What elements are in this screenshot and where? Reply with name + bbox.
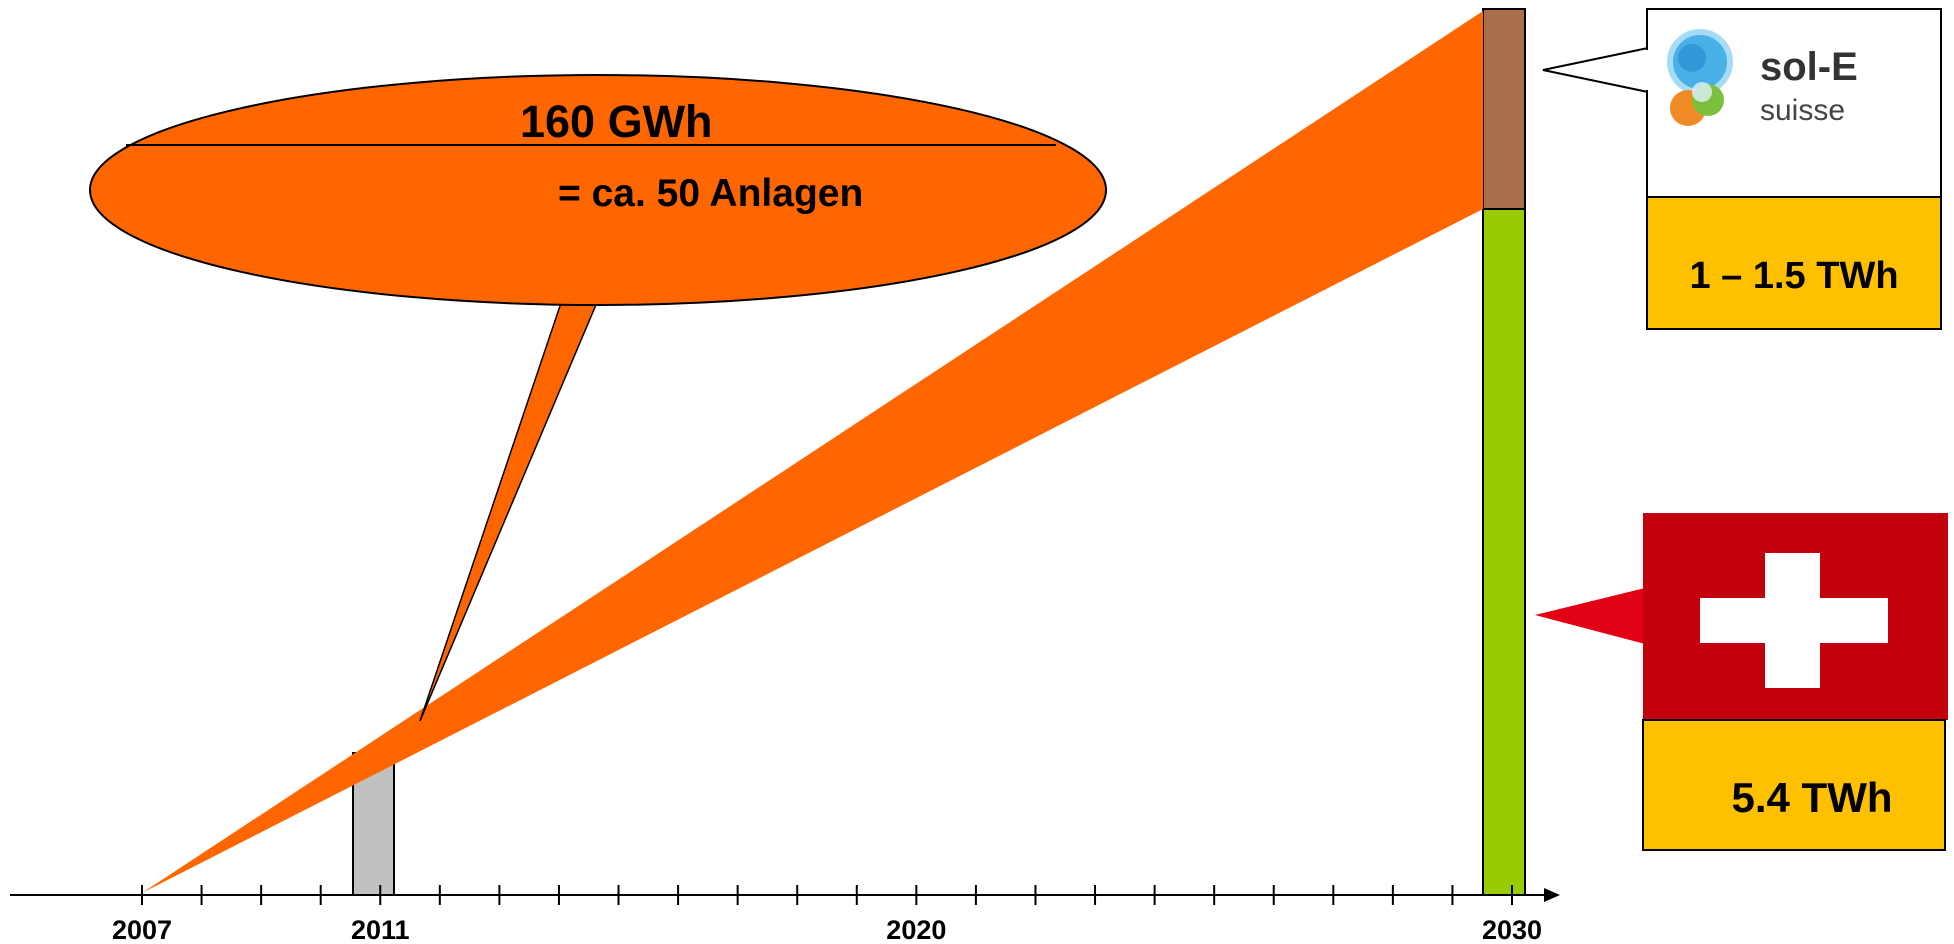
callout-ellipse: [89, 74, 1107, 306]
swiss-panel: 5.4 TWh: [1535, 513, 1948, 851]
sol-e-logo-icon: [1667, 29, 1733, 126]
swiss-pointer: [1535, 588, 1645, 644]
sol-e-logo-subtitle: suisse: [1760, 94, 1845, 127]
axis-year-labels: 2007 2011 2020 2030: [112, 915, 1542, 944]
axis-ticks: [141, 885, 1513, 905]
axis-arrowhead: [1544, 888, 1560, 902]
year-label-2007: 2007: [112, 915, 172, 944]
time-axis: 2007 2011 2020 2030: [10, 885, 1560, 944]
sol-e-pointer: [1542, 46, 1649, 94]
bar-2030-brown: [1482, 8, 1526, 210]
swiss-value-text: 5.4 TWh: [1731, 774, 1892, 821]
sol-e-value-text: 1 – 1.5 TWh: [1689, 255, 1898, 297]
sol-e-value-box: [1646, 196, 1942, 330]
bar-2030-green: [1482, 208, 1526, 896]
sol-e-logo-title: sol-E: [1760, 45, 1858, 89]
year-label-2030: 2030: [1482, 915, 1542, 944]
year-label-2020: 2020: [886, 915, 946, 944]
energy-callout: 160 GWh = ca. 50 Anlagen: [89, 74, 1107, 306]
callout-energy-text: 160 GWh: [520, 96, 713, 147]
callout-plants-text: = ca. 50 Anlagen: [558, 172, 863, 215]
swiss-value-box: [1642, 719, 1946, 851]
growth-wedge: [142, 11, 1483, 893]
year-label-2011: 2011: [351, 915, 410, 944]
swiss-cross-icon: [1700, 553, 1888, 688]
sol-e-panel: sol-E suisse 1 – 1.5 TWh: [1542, 8, 1942, 330]
